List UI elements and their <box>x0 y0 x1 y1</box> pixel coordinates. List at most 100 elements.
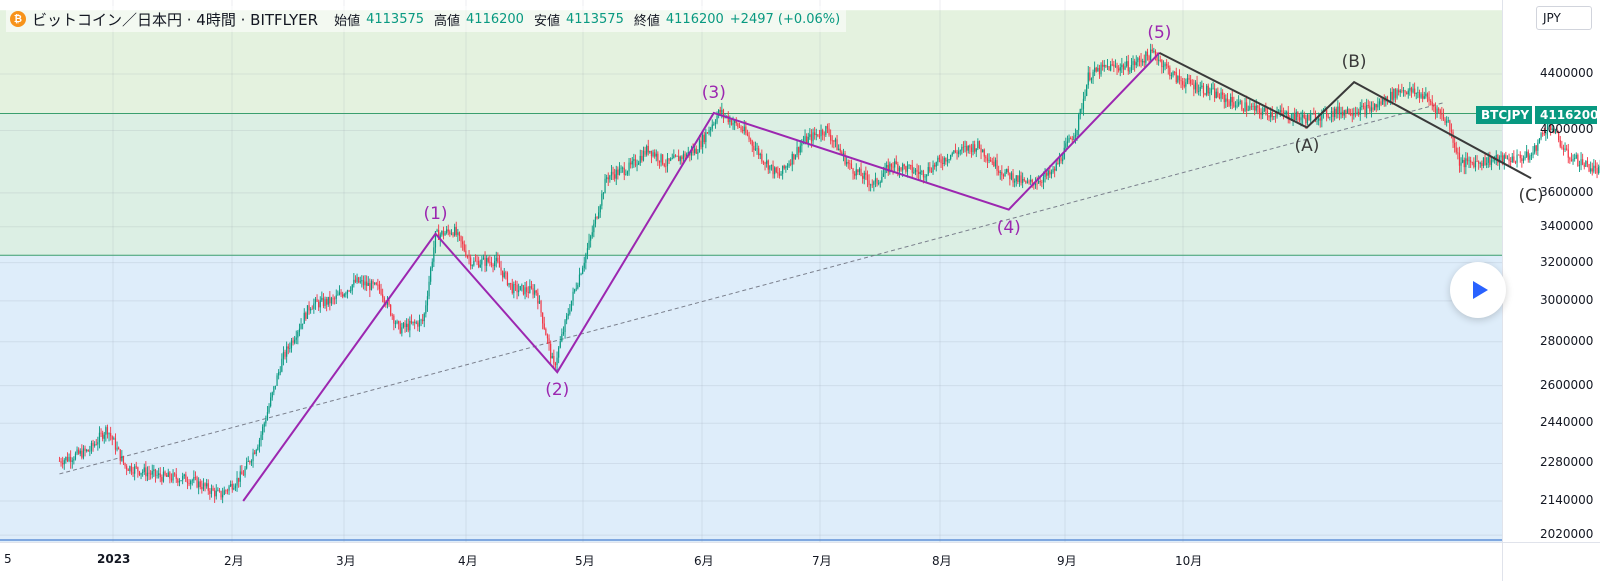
candle-body <box>89 450 91 452</box>
candle-body <box>945 157 947 162</box>
candle-body <box>582 267 584 274</box>
candle-body <box>1540 133 1542 139</box>
candle-body <box>345 293 347 295</box>
candle-body <box>370 281 373 291</box>
candle-body <box>660 154 662 163</box>
candle-body <box>186 481 189 483</box>
candle-body <box>596 216 598 219</box>
candle-body <box>718 109 720 116</box>
candle-body <box>1466 158 1469 162</box>
price-axis-tick: 2140000 <box>1540 493 1594 507</box>
candle-body <box>1462 159 1464 163</box>
candle-body <box>329 296 331 304</box>
candle-body <box>554 363 557 366</box>
candle-body <box>126 466 128 470</box>
candle-body <box>978 141 981 149</box>
candle-body <box>535 290 537 293</box>
candle-body <box>1025 180 1027 183</box>
candle-body <box>1532 152 1534 156</box>
candle-body <box>297 331 299 338</box>
candle-body <box>767 160 769 170</box>
candle-body <box>70 456 72 462</box>
candle-body <box>306 305 309 319</box>
candle-body <box>1321 112 1323 121</box>
candle-body <box>1186 77 1189 83</box>
candle-body <box>1407 90 1409 95</box>
candle-body <box>782 165 784 174</box>
candle-body <box>92 442 94 446</box>
candle-body <box>1455 147 1457 153</box>
candle-body <box>647 145 649 153</box>
candle-body <box>1193 84 1195 90</box>
candle-body <box>604 178 606 194</box>
candle-body <box>1481 162 1483 166</box>
candle-body <box>495 257 497 262</box>
candle-body <box>537 292 539 304</box>
candle-body <box>393 315 395 324</box>
candle-body <box>1114 65 1117 67</box>
candle-body <box>734 120 736 124</box>
candle-body <box>951 153 953 155</box>
candle-body <box>698 140 701 153</box>
candle-body <box>1175 72 1177 83</box>
symbol-title[interactable]: ビットコイン／日本円 · 4時間 · BITFLYER <box>32 10 319 29</box>
candle-body <box>1308 114 1310 121</box>
candle-body <box>494 261 496 267</box>
candle-body <box>364 281 366 286</box>
candle-body <box>1468 160 1470 162</box>
candle-body <box>1298 116 1301 121</box>
candle-body <box>1598 166 1600 174</box>
candle-body <box>550 343 552 359</box>
candle-body <box>839 148 841 152</box>
candle-body <box>409 320 411 331</box>
candle-body <box>929 167 931 172</box>
candle-body <box>598 212 600 219</box>
play-button[interactable] <box>1450 262 1506 318</box>
candle-body <box>614 174 616 179</box>
open-value: 4113575 <box>366 11 425 27</box>
candle-body <box>204 483 206 487</box>
candle-body <box>823 134 825 136</box>
candle-body <box>594 216 597 224</box>
candle-body <box>873 181 875 185</box>
candle-body <box>1254 105 1256 111</box>
candle-body <box>162 471 165 482</box>
candle-body <box>847 162 849 164</box>
candle-body <box>286 346 288 357</box>
candle-body <box>1164 63 1166 67</box>
candle-body <box>1436 108 1438 114</box>
candle-body <box>822 130 824 135</box>
candle-body <box>188 482 190 485</box>
candle-body <box>270 397 272 407</box>
candle-body <box>1292 114 1294 120</box>
candle-body <box>1454 142 1456 148</box>
candle-body <box>300 324 302 329</box>
candle-body <box>1182 81 1184 85</box>
price-axis-tick: 4000000 <box>1540 122 1594 137</box>
candle-body <box>1089 72 1091 81</box>
candle-body <box>226 490 229 492</box>
candle-body <box>1575 154 1577 159</box>
candle-body <box>788 163 790 167</box>
candle-body <box>622 167 624 169</box>
candle-body <box>1100 64 1102 75</box>
candle-body <box>1495 154 1497 160</box>
candle-body <box>252 452 254 462</box>
candle-body <box>414 321 416 324</box>
candle-body <box>194 477 197 478</box>
candle-body <box>1569 157 1571 160</box>
candle-body <box>76 449 78 454</box>
candle-body <box>708 130 710 134</box>
candle-body <box>1593 165 1595 172</box>
candle-body <box>1201 85 1203 87</box>
candle-body <box>852 168 854 174</box>
candle-body <box>1497 154 1499 163</box>
currency-button[interactable]: JPY <box>1536 6 1592 30</box>
candle-body <box>830 134 832 141</box>
candle-body <box>1150 49 1152 61</box>
candle-body <box>201 487 203 490</box>
candle-body <box>634 159 637 166</box>
candle-body <box>871 184 873 186</box>
candle-body <box>206 483 208 487</box>
